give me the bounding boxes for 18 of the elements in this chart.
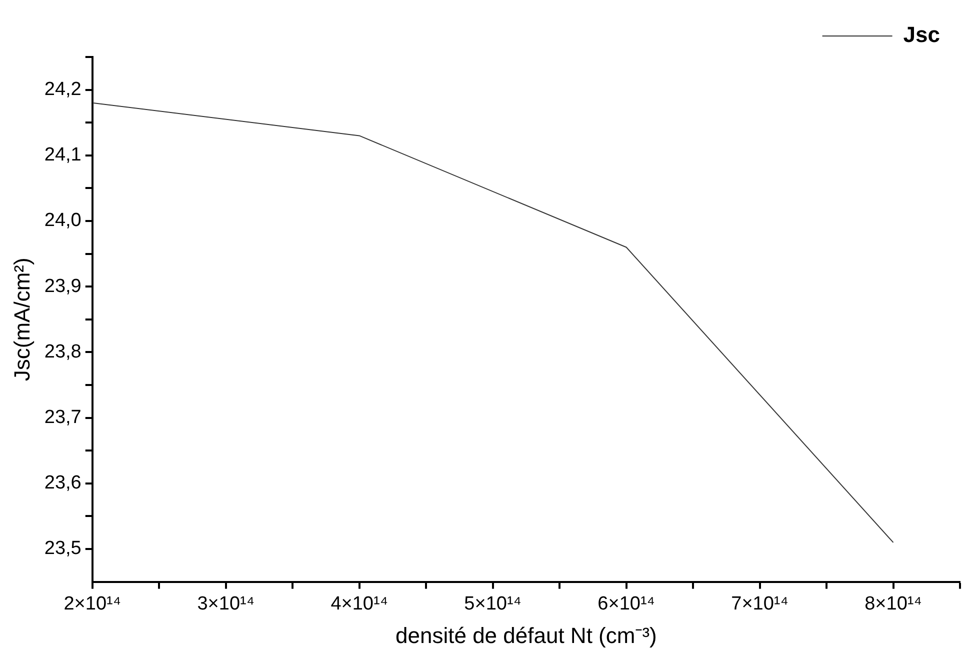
x-tick-label: 5×10¹⁴: [464, 593, 522, 614]
x-tick-label: 7×10¹⁴: [731, 593, 788, 614]
y-tick-label: 24,1: [44, 144, 82, 166]
y-tick-label: 23,6: [44, 472, 82, 494]
y-tick-label: 24,2: [44, 79, 82, 100]
legend-label: Jsc: [903, 22, 940, 48]
x-tick-label: 2×10¹⁴: [64, 593, 122, 614]
y-axis-title: Jsc(mA/cm²): [9, 258, 34, 382]
x-tick-label: 4×10¹⁴: [330, 593, 388, 614]
x-tick-label: 6×10¹⁴: [598, 593, 655, 614]
x-tick-label: 3×10¹⁴: [197, 593, 255, 614]
y-tick-label: 23,7: [44, 407, 82, 428]
x-axis-title: densité de défaut Nt (cm⁻³): [396, 622, 657, 648]
y-tick-label: 23,5: [44, 538, 82, 560]
y-tick-label: 23,8: [44, 341, 82, 362]
x-tick-label: 8×10¹⁴: [864, 593, 922, 614]
y-tick-label: 23,9: [44, 276, 82, 297]
y-tick-label: 24,0: [44, 210, 82, 232]
